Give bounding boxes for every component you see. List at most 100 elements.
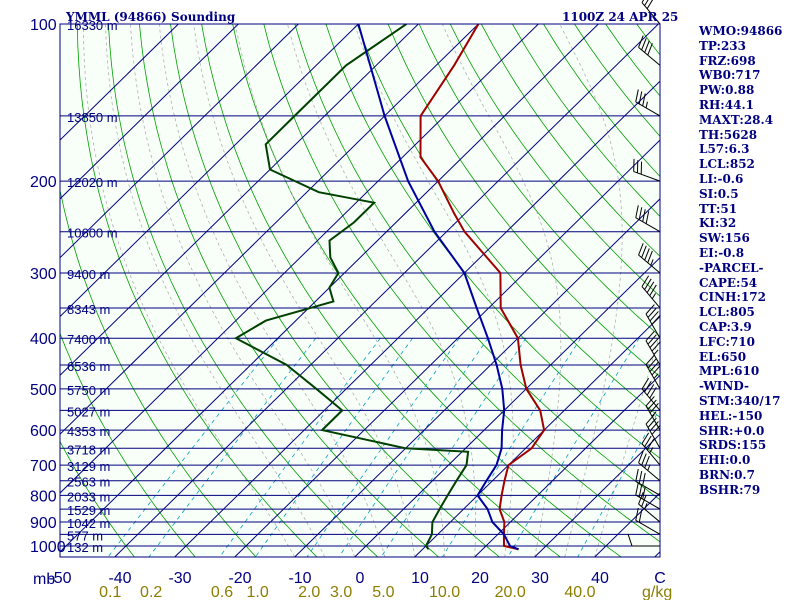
barb-feather	[645, 414, 655, 425]
barb-feather	[647, 334, 657, 345]
dry-adiabat	[480, 24, 660, 257]
temperature-tick-label: -30	[168, 570, 191, 587]
barb-staff	[638, 46, 661, 66]
barb-feather	[641, 494, 647, 507]
moist-adiabat	[354, 24, 514, 557]
barb-feather	[646, 0, 654, 9]
barb-staff	[645, 364, 661, 390]
temperature-tick-label: 0	[356, 570, 365, 587]
stat-line: LI:-0.6	[699, 171, 744, 186]
barb-staff	[645, 313, 661, 339]
wind-barb	[635, 468, 661, 496]
parcel-line	[357, 24, 519, 551]
dry-adiabat	[418, 24, 660, 337]
wind-barb	[645, 330, 661, 366]
isotherm	[294, 198, 660, 557]
isotherm	[114, 24, 659, 557]
mixing-ratio-line	[577, 408, 660, 557]
mixing-ratio-line	[306, 337, 460, 557]
moist-adiabat	[193, 24, 416, 557]
mixing-ratio-label: 0.6	[211, 584, 233, 600]
barb-feather	[641, 432, 650, 444]
mixing-ratio-line	[219, 337, 381, 557]
barb-feather	[642, 93, 646, 107]
barb-feather	[651, 314, 661, 325]
barb-feather	[644, 0, 649, 6]
mixing-ratio-label: 2.0	[298, 584, 320, 600]
mixing-ratio-label: 20.0	[495, 584, 526, 600]
barb-staff	[641, 2, 661, 25]
wind-barb	[627, 533, 660, 547]
barb-half-feather	[647, 464, 651, 471]
barb-half-feather	[653, 373, 659, 379]
barb-feather	[649, 421, 659, 432]
barb-feather	[649, 337, 659, 348]
barb-half-feather	[651, 411, 657, 417]
barb-feather	[638, 207, 643, 220]
barb-feather	[635, 205, 639, 218]
isotherm	[534, 433, 660, 557]
mixing-ratio-label: 40.0	[564, 584, 595, 600]
wind-barb	[645, 304, 661, 339]
barb-half-feather	[649, 447, 654, 454]
height-label: 4353 m	[67, 424, 110, 439]
stat-line: STM:340/17	[699, 393, 781, 408]
stat-line: CAPE:54	[699, 275, 758, 290]
barb-feather	[645, 354, 655, 365]
isotherm	[234, 139, 660, 557]
stat-line: WB0:717	[699, 68, 761, 83]
stat-line: LCL:852	[699, 157, 755, 172]
barb-feather	[635, 482, 639, 496]
mixing-ratio-label: 0.1	[99, 584, 121, 600]
wind-barb	[645, 396, 661, 431]
barb-feather	[642, 486, 646, 500]
pressure-unit: mb	[33, 571, 55, 588]
barb-feather	[644, 435, 652, 447]
wind-barb	[635, 89, 661, 117]
pressure-tick-label: 400	[30, 331, 57, 348]
height-label: 1529 m	[67, 503, 110, 518]
barb-feather	[646, 384, 655, 396]
barb-staff	[635, 101, 661, 117]
pressure-tick-label: 500	[30, 382, 57, 399]
stat-line: -WIND-	[699, 379, 749, 394]
wind-barb	[641, 377, 661, 411]
dry-adiabat	[139, 24, 439, 557]
barb-feather	[638, 509, 643, 523]
height-label: 10600 m	[67, 226, 118, 241]
barb-staff	[633, 171, 661, 182]
isotherm	[60, 24, 479, 435]
isotherm	[354, 257, 660, 557]
temperature-tick-label: -10	[288, 570, 311, 587]
barb-feather	[644, 40, 650, 53]
mixing-ratio-label: 0.2	[140, 584, 162, 600]
stat-line: EHI:0.0	[699, 453, 751, 468]
barb-feather	[647, 307, 657, 318]
stat-line: EL:650	[699, 349, 747, 364]
stat-line: SW:156	[699, 231, 750, 246]
isotherm	[60, 24, 599, 553]
barb-feather	[641, 453, 647, 466]
height-label: 132 m	[67, 540, 103, 555]
stats-panel: WMO:94866 TP:233 FRZ:698 WB0:717 PW:0.88 RH:4…	[699, 24, 800, 498]
temperature-line	[419, 24, 546, 551]
barb-feather	[647, 250, 653, 263]
wind-barb	[641, 432, 661, 466]
barb-feather	[649, 387, 657, 399]
barb-feather	[647, 358, 657, 369]
barb-feather	[641, 275, 650, 287]
barb-staff	[638, 503, 661, 523]
stat-line: SRDS:155	[699, 438, 767, 453]
wind-barb	[645, 414, 661, 449]
pressure-tick-label: 100	[30, 17, 57, 34]
dry-adiabat	[449, 24, 660, 297]
sounding-time: 1100Z 24 APR 25	[562, 10, 678, 24]
moist-adiabat	[130, 24, 356, 557]
stat-line: CAP:3.9	[699, 319, 752, 334]
barb-staff	[645, 340, 661, 366]
pressure-tick-label: 300	[30, 266, 57, 283]
barb-feather	[638, 35, 644, 48]
dry-adiabat	[60, 332, 196, 557]
barb-feather	[638, 450, 644, 463]
